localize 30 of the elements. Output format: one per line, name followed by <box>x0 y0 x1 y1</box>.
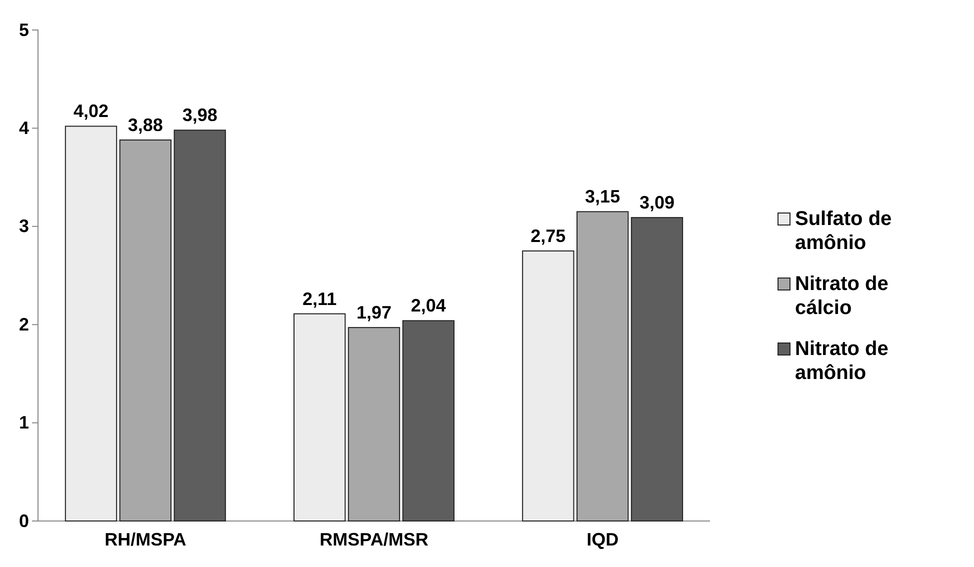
legend-label: Nitrato de amônio <box>795 338 888 384</box>
data-label: 4,02 <box>73 101 109 122</box>
legend-label: Nitrato de cálcio <box>795 273 888 319</box>
data-label: 3,88 <box>128 114 163 135</box>
bar <box>522 250 574 522</box>
bar <box>402 320 454 522</box>
data-label: 3,98 <box>182 105 218 126</box>
y-tick-label: 2 <box>18 314 29 334</box>
y-tick-label: 0 <box>18 510 29 531</box>
legend-label: Sulfato de amônio <box>795 208 892 254</box>
bar <box>294 313 346 522</box>
y-tick-label: 1 <box>18 412 29 433</box>
data-label: 2,04 <box>410 296 446 316</box>
data-label: 3,09 <box>639 192 675 213</box>
y-tick-label: 5 <box>18 20 29 40</box>
x-tick-label: IQD <box>586 530 619 550</box>
y-tick-label: 3 <box>18 216 29 236</box>
y-tick-label: 4 <box>18 118 29 138</box>
x-tick-label: RH/MSPA <box>104 530 186 550</box>
data-label: 1,97 <box>356 302 392 323</box>
data-label: 2,75 <box>530 226 566 246</box>
data-label: 2,11 <box>302 288 337 309</box>
bar <box>64 126 118 522</box>
bar <box>348 327 400 522</box>
bar <box>630 217 684 522</box>
x-tick-label: RMSPA/MSR <box>320 530 428 550</box>
bar <box>576 211 629 522</box>
bar <box>174 130 226 522</box>
data-label: 3,15 <box>585 186 620 207</box>
bar <box>119 139 172 522</box>
